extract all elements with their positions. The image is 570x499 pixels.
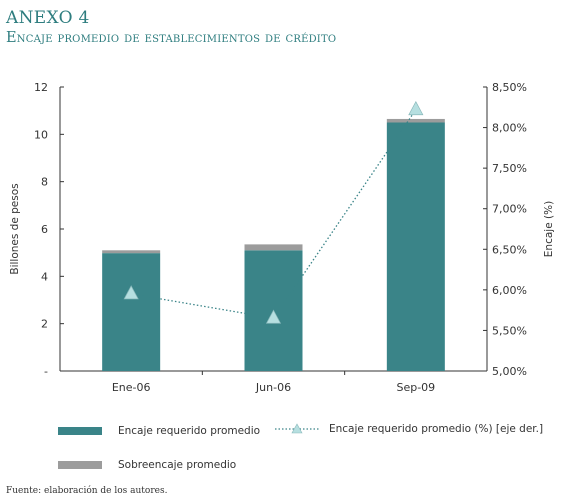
legend-swatch-required	[58, 427, 102, 435]
y-tick-label-right: 7,50%	[492, 162, 527, 175]
y-tick-label-left: 10	[34, 128, 48, 141]
legend-label-percent: Encaje requerido promedio (%) [eje der.]	[329, 423, 544, 435]
y-tick-label-right: 7,00%	[492, 203, 527, 216]
x-tick-label: Sep-09	[396, 381, 435, 394]
y-axis-title-left: Billones de pesos	[9, 183, 21, 274]
legend-item-excess: Sobreencaje promedio	[58, 459, 236, 471]
y-tick-label-left: 2	[41, 318, 48, 331]
chart-subtitle: Encaje promedio de establecimientos de c…	[6, 30, 337, 46]
y-tick-label-left: -	[44, 365, 48, 378]
y-axis-title-right: Encaje (%)	[543, 201, 555, 257]
legend-label-required: Encaje requerido promedio	[118, 425, 261, 437]
bar-encaje-requerido	[386, 122, 445, 371]
x-tick-label: Jun-06	[255, 381, 291, 394]
legend-label-excess: Sobreencaje promedio	[118, 459, 237, 471]
y-tick-label-left: 12	[34, 81, 48, 94]
y-tick-label-right: 6,50%	[492, 243, 527, 256]
legend-item-percent: Encaje requerido promedio (%) [eje der.]	[275, 423, 543, 435]
y-tick-label-right: 6,00%	[492, 284, 527, 297]
bar-sobreencaje	[244, 244, 303, 251]
legend-swatch-percent	[275, 423, 319, 435]
y-tick-label-right: 8,50%	[492, 81, 527, 94]
bar-encaje-requerido	[102, 253, 161, 371]
y-tick-label-left: 6	[41, 223, 48, 236]
point-encaje-pct	[123, 285, 139, 300]
y-tick-label-right: 5,00%	[492, 365, 527, 378]
annex-title: ANEXO 4	[6, 8, 90, 28]
bar-sobreencaje	[102, 250, 161, 254]
chart-heading: ANEXO 4 Encaje promedio de establecimien…	[6, 8, 336, 48]
y-tick-label-left: 4	[41, 270, 48, 283]
y-tick-label-right: 5,50%	[492, 324, 527, 337]
y-tick-label-left: 8	[41, 176, 48, 189]
legend-item-required: Encaje requerido promedio	[58, 425, 260, 437]
point-encaje-pct	[408, 100, 424, 116]
legend-swatch-excess	[58, 461, 102, 469]
point-encaje-pct	[265, 309, 282, 324]
bar-sobreencaje	[386, 118, 445, 123]
x-tick-label: Ene-06	[112, 381, 151, 394]
y-tick-label-right: 8,00%	[492, 122, 527, 135]
source-note: Fuente: elaboración de los autores.	[6, 486, 168, 496]
